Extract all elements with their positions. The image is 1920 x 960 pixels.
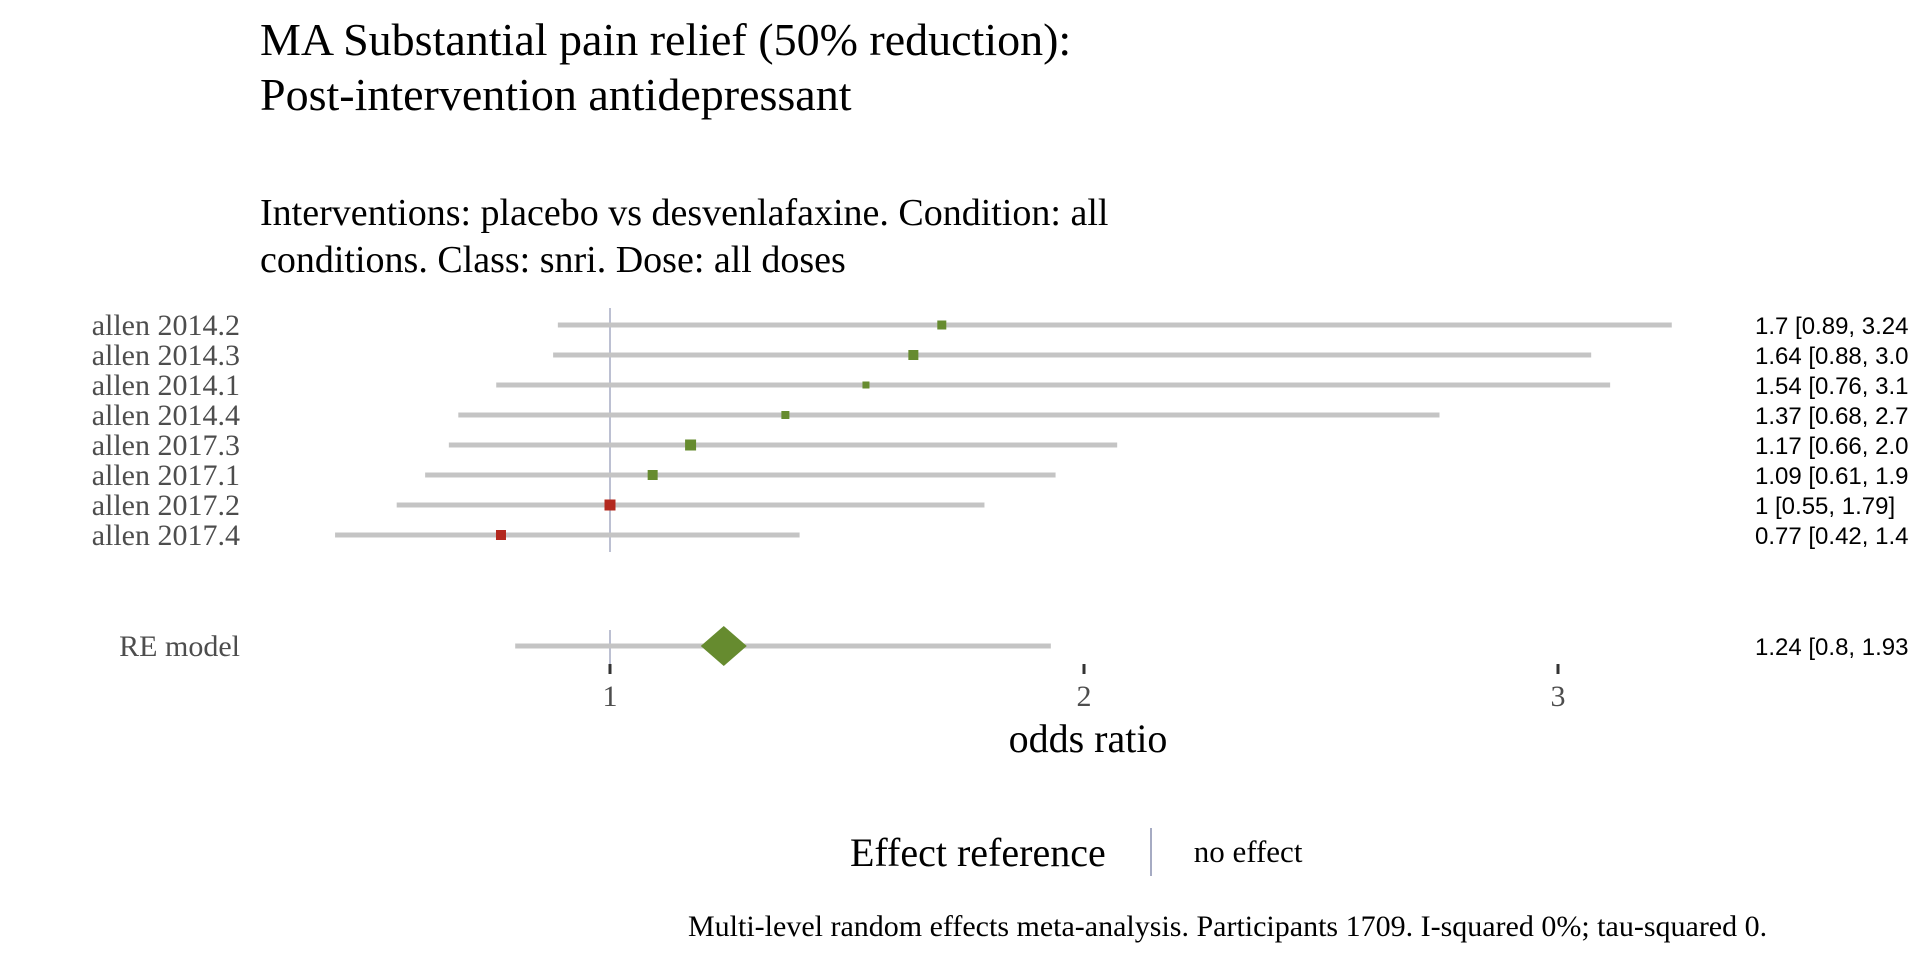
study-label: allen 2014.3 <box>92 339 240 372</box>
estimate-label: 1.64 [0.88, 3.0 <box>1755 343 1908 370</box>
study-label: allen 2017.3 <box>92 429 240 462</box>
study-label: allen 2017.4 <box>92 519 240 552</box>
study-label: allen 2014.2 <box>92 309 240 342</box>
point-estimate <box>937 320 947 330</box>
estimate-label: 1.7 [0.89, 3.24 <box>1755 313 1908 340</box>
study-label: allen 2014.1 <box>92 369 240 402</box>
estimate-label: 1.17 [0.66, 2.0 <box>1755 433 1908 460</box>
point-estimate <box>781 411 790 419</box>
chart-subtitle: Interventions: placebo vs desvenlafaxine… <box>260 192 1109 281</box>
legend-reference-line-key <box>1149 828 1152 876</box>
estimate-label: 1.09 [0.61, 1.9 <box>1755 463 1908 490</box>
legend: Effect reference no effect <box>850 826 1302 878</box>
point-estimate <box>908 350 919 360</box>
x-axis-title: odds ratio <box>1009 716 1168 761</box>
chart-title: MA Substantial pain relief (50% reductio… <box>260 14 1072 120</box>
point-estimate <box>647 470 658 480</box>
estimate-label: 1.54 [0.76, 3.1 <box>1755 373 1908 400</box>
point-estimate <box>604 499 616 511</box>
estimate-label: 1 [0.55, 1.79] <box>1755 493 1895 520</box>
study-label: allen 2014.4 <box>92 399 240 432</box>
summary-label: RE model <box>119 630 240 663</box>
point-estimate <box>495 530 506 540</box>
estimate-label: 1.37 [0.68, 2.7 <box>1755 403 1908 430</box>
legend-title: Effect reference <box>850 829 1106 875</box>
x-tick-label: 2 <box>1077 680 1092 713</box>
x-tick-label: 3 <box>1551 680 1566 713</box>
legend-item-no-effect: no effect <box>1193 834 1303 869</box>
study-label: allen 2017.2 <box>92 489 240 522</box>
chart-caption: Multi-level random effects meta-analysis… <box>688 910 1768 943</box>
point-estimate <box>685 439 697 451</box>
x-tick-label: 1 <box>603 680 618 713</box>
study-label: allen 2017.1 <box>92 459 240 492</box>
summary-diamond <box>700 626 747 666</box>
estimate-label: 0.77 [0.42, 1.4 <box>1755 523 1908 550</box>
point-estimate <box>862 381 870 389</box>
summary-estimate-label: 1.24 [0.8, 1.93 <box>1755 634 1908 661</box>
